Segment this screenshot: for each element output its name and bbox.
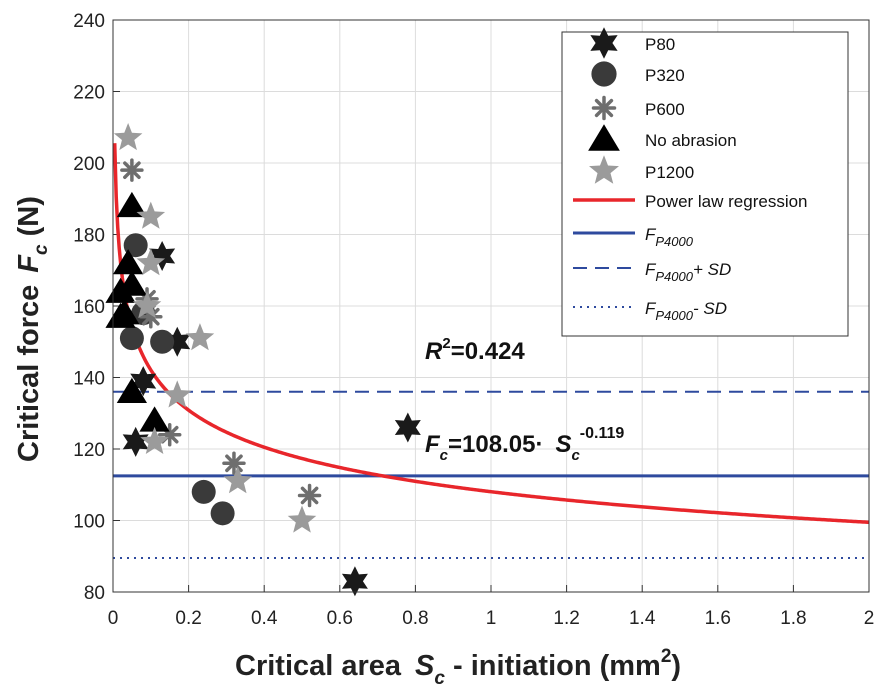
point-p1200-7 [140, 426, 169, 454]
legend-marker-p80 [590, 27, 618, 59]
point-no-abrasion-8 [139, 406, 170, 432]
legend-label-p600: P600 [645, 100, 685, 119]
y-axis-title-main: Critical force [13, 285, 45, 462]
point-p600-3-stroke [141, 307, 160, 326]
regression-curve [112, 143, 870, 525]
point-no-abrasion-2 [113, 249, 144, 275]
y-axis-title-sub: c [31, 244, 52, 255]
point-p80-2 [164, 326, 191, 357]
y-tick-label-200: 200 [73, 154, 105, 175]
data-points [105, 122, 421, 597]
point-p320-5 [191, 479, 216, 504]
eq-symbol-f: F [425, 431, 441, 458]
point-p600-5 [222, 451, 246, 476]
point-p1200-4 [132, 291, 162, 319]
point-p320-6 [210, 501, 235, 526]
point-p1200-1 [113, 122, 143, 151]
x-axis-title-end: ) [671, 650, 681, 682]
x-axis-title-tail: - initiation (mm [445, 650, 661, 682]
y-axis-title-unit: (N) [13, 196, 45, 236]
legend-marker-p320 [591, 61, 617, 87]
x-tick-label-1: 1 [486, 608, 497, 629]
legend-label-p1200: P1200 [645, 163, 694, 182]
r2-value: =0.424 [451, 338, 526, 365]
point-p80-5 [122, 426, 149, 457]
point-p1200-2 [136, 201, 166, 229]
point-p600-5-stroke [225, 454, 243, 473]
point-p320-4 [150, 329, 175, 354]
point-p600-1-stroke [123, 161, 141, 179]
legend-label-p320: P320 [645, 66, 685, 85]
point-p600-6 [297, 483, 322, 508]
point-p80-6 [341, 566, 368, 597]
point-p80-4 [394, 412, 421, 443]
y-tick-label-80: 80 [84, 583, 105, 604]
x-axis-title-sub: c [434, 668, 445, 686]
legend-markers [573, 27, 635, 308]
point-p80-3 [130, 366, 157, 397]
y-tick-label-180: 180 [73, 226, 105, 247]
y-tick-label-120: 120 [73, 440, 105, 461]
legend-marker-p600 [591, 95, 617, 121]
eq-exponent: -0.119 [580, 425, 625, 442]
point-no-abrasion-1 [116, 191, 148, 218]
x-axis-title-symbol: S [415, 650, 435, 682]
y-axis-title-symbol: F [13, 254, 45, 273]
point-p1200-9 [287, 505, 317, 533]
y-tick-label-100: 100 [73, 512, 105, 533]
point-p80-1 [149, 240, 176, 271]
point-p1200-8 [223, 466, 253, 494]
y-tick-label-160: 160 [73, 297, 105, 318]
x-tick-label-0-2: 0.2 [175, 608, 201, 629]
point-p600-6-stroke [300, 486, 319, 505]
legend-marker-no-abrasion [588, 124, 620, 151]
legend-label-p80: P80 [645, 35, 675, 54]
point-p600-1 [120, 158, 144, 182]
point-p320-1 [123, 233, 148, 258]
x-tick-label-0-8: 0.8 [402, 608, 428, 629]
eq-symbol-s: S [555, 431, 571, 458]
y-tick-label-240: 240 [73, 11, 105, 32]
r2-symbol: R [425, 338, 443, 365]
legend-label-regression: Power law regression [645, 192, 808, 211]
regression-line [112, 143, 870, 525]
point-p320-3 [119, 326, 144, 351]
point-no-abrasion-7 [116, 377, 148, 403]
legend-marker-p1200 [589, 155, 619, 184]
x-axis-title-sup: 2 [661, 646, 672, 667]
x-tick-label-0: 0 [108, 608, 119, 629]
x-axis-title: Critical area Sc - initiation (mm2) [235, 646, 681, 686]
y-tick-label-140: 140 [73, 369, 105, 390]
r2-superscript: 2 [442, 335, 450, 352]
eq-sub-c2: c [571, 447, 580, 464]
legend-marker-p600-stroke [594, 98, 614, 118]
legend-label-no-abrasion: No abrasion [645, 131, 737, 150]
x-axis-title-main: Critical area [235, 650, 402, 682]
plot-frame [112, 19, 870, 593]
r2-annotation: R2=0.424 [425, 335, 525, 365]
point-p1200-5 [185, 323, 215, 351]
y-axis-title: Critical force Fc (N) [13, 196, 52, 462]
x-tick-label-1-6: 1.6 [705, 608, 731, 629]
eq-coefficient: =108.05· [448, 431, 543, 458]
legend: P80 P320 P600 No abrasion P1200 Power la… [561, 27, 849, 337]
equation-annotation: Fc=108.05· Sc-0.119 [425, 425, 624, 464]
point-p1200-3 [136, 248, 166, 276]
legend-label-fp4000: FP4000 [645, 225, 694, 249]
y-tick-label-220: 220 [73, 83, 105, 104]
x-tick-label-1-2: 1.2 [553, 608, 579, 629]
x-tick-label-1-4: 1.4 [629, 608, 656, 629]
point-p1200-6 [162, 380, 192, 408]
x-tick-label-1-8: 1.8 [780, 608, 806, 629]
legend-label-fp4000-plus-sd: FP4000+ SD [645, 260, 731, 284]
x-tick-label-0-4: 0.4 [251, 608, 278, 629]
legend-label-fp4000-minus-sd: FP4000- SD [645, 299, 727, 323]
y-tick-labels: 80 100 120 140 160 180 200 220 240 [73, 11, 105, 604]
x-tick-labels: 0 0.2 0.4 0.6 0.8 1 1.2 1.4 1.6 1.8 2 [108, 608, 875, 629]
x-tick-label-2: 2 [864, 608, 875, 629]
x-tick-label-0-6: 0.6 [327, 608, 353, 629]
eq-sub-c: c [440, 447, 449, 464]
